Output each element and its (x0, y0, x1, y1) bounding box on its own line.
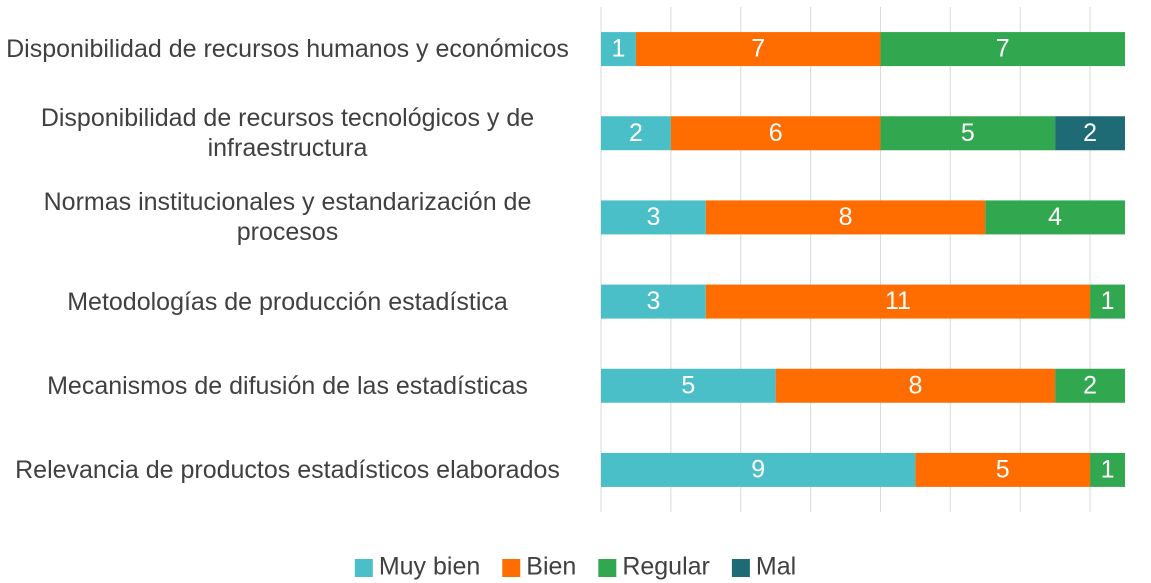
data-label: 5 (681, 371, 695, 399)
data-label: 2 (1083, 119, 1097, 147)
data-label: 8 (908, 371, 922, 399)
bar-segment (601, 368, 776, 403)
data-label: 2 (629, 119, 643, 147)
data-label: 6 (769, 119, 783, 147)
bar-segment (601, 452, 916, 487)
data-label: 3 (646, 287, 660, 315)
bar-segment (601, 284, 706, 319)
data-label: 1 (1101, 287, 1115, 315)
category-label: Disponibilidad de recursos tecnológicos … (40, 104, 535, 163)
legend-label: Muy bien (379, 553, 480, 581)
legend-label: Mal (756, 553, 796, 581)
legend-swatch (354, 559, 373, 577)
bar-segment (915, 452, 1091, 487)
bar-segment (635, 32, 881, 67)
bar-segment (1055, 368, 1125, 403)
bar-segment (601, 32, 636, 67)
data-label: 1 (1101, 456, 1115, 484)
bar-segment (985, 200, 1125, 235)
data-label: 11 (885, 287, 911, 315)
category-label: Normas institucionales y estandarización… (43, 188, 532, 247)
bar-segment (705, 200, 986, 235)
bar-segment (601, 116, 671, 151)
bar-segment (1090, 452, 1125, 487)
bar-segment (705, 284, 1091, 319)
bar-segment (775, 368, 1056, 403)
data-label: 8 (839, 203, 853, 231)
data-label: 9 (751, 456, 765, 484)
legend-label: Regular (622, 553, 710, 581)
legend-swatch (598, 559, 617, 577)
bar-segment (670, 116, 881, 151)
data-label: 5 (996, 456, 1010, 484)
category-label: Relevancia de productos estadísticos ela… (15, 455, 560, 484)
category-label: Disponibilidad de recursos humanos y eco… (6, 35, 569, 64)
legend-swatch (502, 559, 521, 577)
data-label: 7 (751, 35, 765, 63)
bar-segment (880, 32, 1125, 67)
category-label: Mecanismos de difusión de las estadístic… (47, 371, 528, 400)
data-label: 7 (996, 35, 1010, 63)
legend-swatch (731, 559, 750, 577)
bar-segment (1055, 116, 1125, 151)
bar-segment (880, 116, 1056, 151)
data-label: 1 (612, 35, 626, 63)
bar-segment (1090, 284, 1125, 319)
data-label: 5 (961, 119, 975, 147)
data-label: 2 (1083, 371, 1097, 399)
bar-segment (601, 200, 706, 235)
legend-label: Bien (526, 553, 576, 581)
data-label: 3 (646, 203, 660, 231)
data-label: 4 (1048, 203, 1062, 231)
category-label: Metodologías de producción estadística (67, 287, 508, 316)
